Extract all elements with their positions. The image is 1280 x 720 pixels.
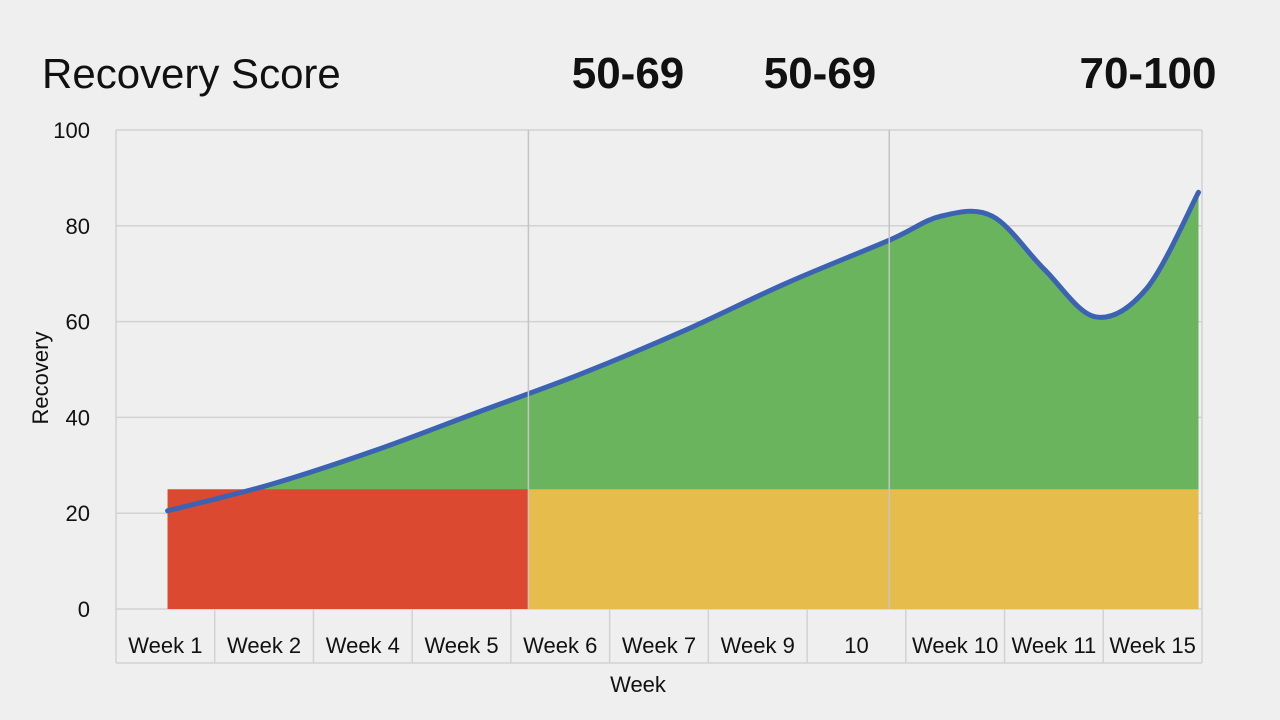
y-axis-label: Recovery [28, 332, 53, 425]
x-tick-1: Week 2 [227, 633, 301, 658]
band-label-3: 70-100 [1079, 49, 1216, 98]
band-label-2: 50-69 [764, 49, 877, 98]
x-tick-labels: Week 1 Week 2 Week 4 Week 5 Week 6 Week 7 Week… [128, 633, 1196, 658]
chart-title: Recovery Score [42, 50, 341, 97]
band-label-1: 50-69 [572, 49, 685, 98]
x-tick-0: Week 1 [128, 633, 202, 658]
y-tick-60: 60 [66, 310, 90, 335]
y-tick-20: 20 [66, 501, 90, 526]
x-tick-3: Week 5 [424, 633, 498, 658]
zone-red [167, 489, 529, 609]
y-tick-0: 0 [78, 597, 90, 622]
x-tick-7: 10 [844, 633, 868, 658]
x-tick-2: Week 4 [326, 633, 400, 658]
x-tick-9: Week 11 [1012, 633, 1097, 658]
plot-layer [165, 189, 1201, 610]
y-tick-80: 80 [66, 214, 90, 239]
x-tick-4: Week 6 [523, 633, 597, 658]
x-tick-6: Week 9 [721, 633, 795, 658]
x-axis-label: Week [610, 672, 667, 697]
zone-yellow [528, 489, 1199, 609]
y-tick-100: 100 [53, 118, 90, 143]
y-tick-40: 40 [66, 405, 90, 430]
x-tick-10: Week 15 [1109, 633, 1195, 658]
divider-layer [527, 130, 890, 609]
y-tick-labels: 0 20 40 60 80 100 [53, 118, 90, 622]
x-tick-5: Week 7 [622, 633, 696, 658]
x-tick-8: Week 10 [912, 633, 998, 658]
series-line-recovery [165, 189, 1201, 514]
